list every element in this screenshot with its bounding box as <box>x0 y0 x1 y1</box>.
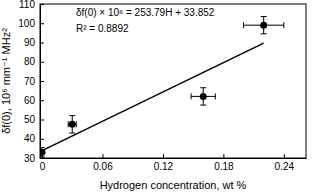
error-cap <box>200 87 206 88</box>
x-axis: 0 0.06 0.12 0.18 0.24 <box>40 154 307 172</box>
y-tick-label: 110 <box>19 0 35 10</box>
y-tick-mark <box>40 120 44 121</box>
y-error-bar <box>261 17 267 34</box>
y-tick: 70 <box>24 76 44 87</box>
error-cap <box>76 121 77 127</box>
y-axis-title: δf(0), 10⁶ mm⁻¹ MHz² <box>0 28 12 134</box>
x-tick-mark <box>163 154 164 158</box>
x-tick-label: 0.24 <box>275 161 295 172</box>
x-error-bar <box>244 22 284 28</box>
error-cap <box>69 132 75 133</box>
error-cap <box>191 93 192 99</box>
y-tick: 100 <box>18 18 44 29</box>
y-tick-label: 40 <box>24 133 36 144</box>
y-tick-mark <box>40 139 44 140</box>
y-tick: 110 <box>19 0 44 10</box>
y-tick-label: 30 <box>24 153 36 164</box>
error-cap <box>261 16 267 17</box>
error-cap <box>40 147 45 148</box>
y-tick: 90 <box>24 37 44 48</box>
y-axis: 30 40 50 60 70 80 90 100 110 <box>18 0 44 164</box>
x-tick-mark <box>284 154 285 158</box>
y-tick-mark <box>40 23 44 24</box>
y-tick-label: 70 <box>24 76 36 87</box>
x-axis-line <box>41 158 307 159</box>
y-tick: 50 <box>24 114 44 125</box>
plot-frame <box>40 4 306 158</box>
x-error-bar <box>191 93 215 99</box>
marks <box>40 17 284 158</box>
y-tick-label: 90 <box>24 37 36 48</box>
x-tick-mark <box>223 154 224 158</box>
x-tick: 0.12 <box>154 154 174 172</box>
x-tick: 0.06 <box>93 154 113 172</box>
y-tick-label: 100 <box>18 18 35 29</box>
annotation: δf(0) × 10⁶ = 253.79H + 33.852 <box>76 7 215 18</box>
x-tick-label: 0.12 <box>154 161 174 172</box>
data-point <box>69 121 76 128</box>
error-cap <box>243 22 244 28</box>
y-tick-label: 80 <box>24 56 36 67</box>
y-tick-mark <box>40 81 44 82</box>
y-tick-label: 50 <box>24 114 36 125</box>
error-cap <box>200 105 206 106</box>
y-tick-mark <box>40 4 44 5</box>
x-tick-label: 0.06 <box>93 161 113 172</box>
x-tick-label: 0.18 <box>214 161 234 172</box>
x-tick: 0.24 <box>275 154 295 172</box>
y-tick-mark <box>40 43 44 44</box>
x-tick-mark <box>102 154 103 158</box>
error-cap <box>68 121 69 127</box>
error-cap <box>215 93 216 99</box>
x-axis-title: Hydrogen concentration, wt % <box>100 179 247 191</box>
fit-line <box>42 43 264 150</box>
y-error-bar <box>69 116 75 133</box>
error-cap <box>69 115 75 116</box>
y-tick-mark <box>40 158 44 159</box>
y-tick-mark <box>40 62 44 63</box>
x-error-bar <box>68 121 76 127</box>
x-tick-label: 0 <box>40 161 46 172</box>
y-tick: 60 <box>24 95 44 106</box>
error-cap <box>261 33 267 34</box>
y-tick-label: 60 <box>24 95 36 106</box>
error-cap <box>40 157 45 158</box>
y-tick-mark <box>40 100 44 101</box>
y-error-bar <box>200 88 206 105</box>
y-tick: 40 <box>24 133 44 144</box>
x-tick: 0.18 <box>214 154 234 172</box>
x-tick: 0 <box>40 154 46 172</box>
chart: 0 0.06 0.12 0.18 0.24 30 40 50 60 70 80 90 100 110 δf(… <box>0 0 312 194</box>
data-point <box>260 22 267 29</box>
plot: 0 0.06 0.12 0.18 0.24 30 40 50 60 70 80 90 100 110 δf(… <box>18 0 306 172</box>
annotation: R² = 0.8892 <box>76 23 129 34</box>
data-point <box>200 93 207 100</box>
error-cap <box>283 22 284 28</box>
y-tick: 80 <box>24 56 44 67</box>
